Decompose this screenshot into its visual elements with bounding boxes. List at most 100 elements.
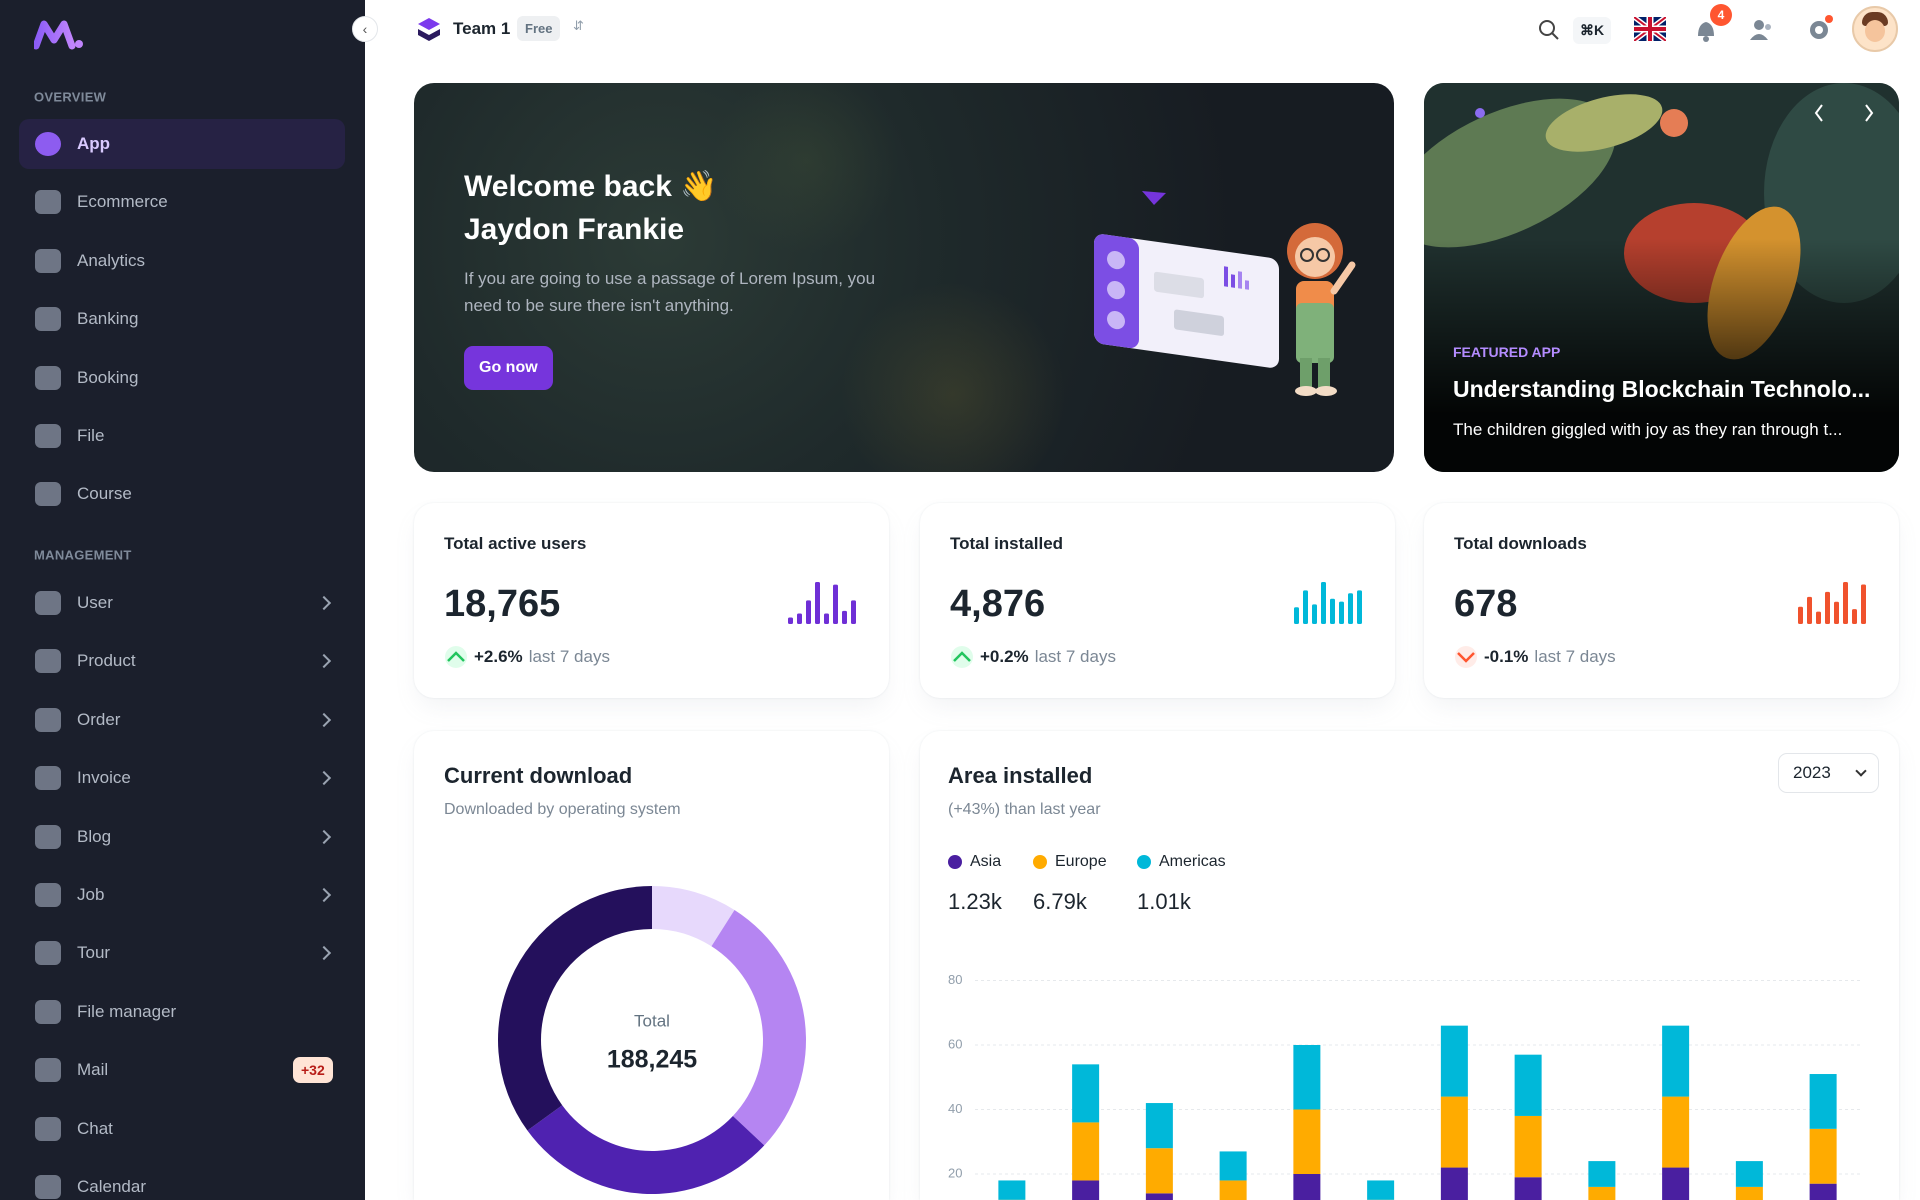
welcome-text: If you are going to use a passage of Lor… <box>464 269 876 315</box>
nav-item[interactable]: User <box>19 578 345 628</box>
chevron <box>316 712 332 727</box>
nav-label: Tour <box>77 943 111 963</box>
nav-icon <box>35 999 61 1024</box>
nav-item[interactable]: Analytics <box>19 236 345 286</box>
nav-label: File manager <box>77 1001 177 1021</box>
team-switch[interactable]: ⇵ <box>573 18 584 33</box>
nav-label: Booking <box>77 367 139 387</box>
nav-item[interactable]: Product <box>19 636 345 686</box>
nav-item[interactable]: Mail +32 <box>19 1045 345 1095</box>
chevron <box>316 887 332 903</box>
nav-item[interactable]: Invoice <box>19 753 345 803</box>
nav-item[interactable]: Booking <box>19 353 345 403</box>
legend-label: Europe <box>1055 853 1107 870</box>
stat-value: 678 <box>1454 583 1518 625</box>
sidebar: OVERVIEW App Ecommerce Analytics Banking Book… <box>0 0 365 1200</box>
nav-label: App <box>77 134 111 153</box>
contacts-icon[interactable] <box>1748 16 1776 44</box>
nav-label: Ecommerce <box>77 192 168 212</box>
nav-item[interactable]: Chat <box>19 1104 345 1154</box>
nav-item[interactable]: Course <box>19 469 345 519</box>
nav-label: Product <box>77 651 136 671</box>
stat-title: Total installed <box>950 534 1064 553</box>
search-icon[interactable] <box>1537 18 1561 42</box>
legend-label: Americas <box>1159 853 1226 870</box>
user-name: Jaydon Frankie <box>464 213 685 246</box>
featured-title[interactable]: Understanding Blockchain Technolo... <box>1453 376 1871 402</box>
trend-icon <box>445 646 467 668</box>
nav-item[interactable]: Order <box>19 695 345 745</box>
nav-label: Mail <box>77 1060 109 1080</box>
featured-image <box>1424 83 1899 472</box>
nav-icon <box>35 190 61 215</box>
trend-icon <box>1455 646 1477 668</box>
nav-label: User <box>77 593 113 612</box>
nav-item[interactable]: File <box>19 411 345 461</box>
welcome-illustration <box>1094 191 1356 396</box>
stat-change: +0.2% last 7 days <box>950 645 1116 669</box>
notification-badge: 4 <box>1710 4 1732 26</box>
nav-label: Invoice <box>77 768 131 788</box>
nav-icon <box>35 1058 61 1083</box>
card-subtitle: (+43%) than last year <box>948 801 1101 818</box>
nav-item[interactable]: Calendar <box>19 1162 345 1200</box>
nav-icon <box>35 307 61 332</box>
legend-total: 1.23k <box>948 889 1002 914</box>
legend-label: Asia <box>970 853 1002 870</box>
nav-label: Chat <box>77 1118 113 1138</box>
card-title: Area installed <box>948 763 1093 788</box>
nav-icon <box>35 766 61 791</box>
team-name[interactable]: Team 1 <box>453 19 511 38</box>
collapse-button[interactable]: ‹ <box>352 16 378 42</box>
bell-icon[interactable] <box>1694 16 1718 44</box>
nav-item[interactable]: App <box>19 119 345 169</box>
nav-icon <box>35 824 61 849</box>
avatar[interactable] <box>1852 6 1898 52</box>
nav-label: Banking <box>77 309 139 329</box>
legend-dot <box>948 855 962 869</box>
card-subtitle: Downloaded by operating system <box>444 801 681 818</box>
section-title: MANAGEMENT <box>34 547 132 563</box>
change-value: +0.2% <box>980 647 1029 666</box>
nav-label: File <box>77 426 105 445</box>
nav-icon <box>35 941 61 966</box>
legend-total: 1.01k <box>1137 889 1191 914</box>
stat-change: +2.6% last 7 days <box>444 645 610 669</box>
change-period: last 7 days <box>528 647 610 666</box>
chevron <box>316 771 332 786</box>
nav-icon <box>35 365 61 390</box>
nav-icon <box>35 1116 61 1141</box>
nav-label: Calendar <box>77 1177 146 1196</box>
trend-icon <box>951 646 973 668</box>
legend-item: Europe <box>1033 853 1107 871</box>
team-logo <box>418 18 440 41</box>
section-title: OVERVIEW <box>34 89 107 105</box>
nav-icon <box>35 248 61 273</box>
nav-item[interactable]: File manager <box>19 987 345 1037</box>
language-flag[interactable] <box>1634 17 1666 41</box>
welcome-title: Welcome back 👋 <box>464 170 718 203</box>
settings-icon[interactable] <box>1805 14 1835 44</box>
nav-item[interactable]: Tour <box>19 928 345 978</box>
go-now-button[interactable]: Go now <box>464 346 553 390</box>
change-period: last 7 days <box>1534 647 1616 666</box>
area-installed-card: Area installed (+43%) than last year 202… <box>920 731 1899 1200</box>
logo[interactable] <box>34 18 84 50</box>
featured-card[interactable]: FEATURED APP Understanding Blockchain Te… <box>1424 83 1899 472</box>
chevron <box>316 829 332 844</box>
nav-item[interactable]: Blog <box>19 812 345 862</box>
legend-item: Americas <box>1137 853 1226 871</box>
current-download-card: Current download Downloaded by operating… <box>414 731 889 1200</box>
chevron <box>316 946 332 961</box>
legend-total: 6.79k <box>1033 889 1087 914</box>
stat-value: 4,876 <box>950 583 1046 625</box>
nav-item[interactable]: Ecommerce <box>19 177 345 227</box>
chevron <box>316 595 332 611</box>
nav-label: Course <box>77 484 132 504</box>
nav-item[interactable]: Job <box>19 870 345 920</box>
stat-change: -0.1% last 7 days <box>1454 645 1616 669</box>
year-select[interactable]: 2023 <box>1778 753 1879 793</box>
legend-dot <box>1033 855 1047 869</box>
nav-label: Blog <box>77 826 112 846</box>
nav-item[interactable]: Banking <box>19 294 345 344</box>
